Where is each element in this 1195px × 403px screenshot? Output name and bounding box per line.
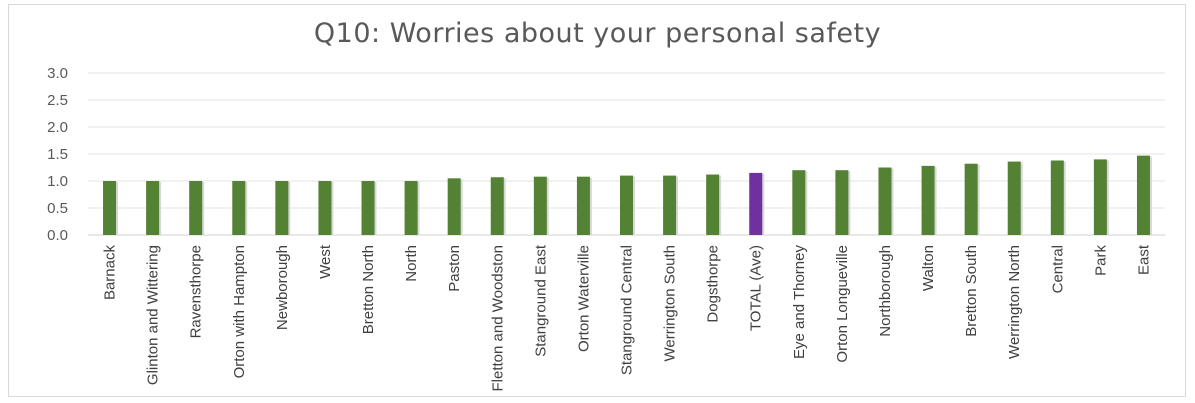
y-tick-label: 2.5 bbox=[47, 92, 68, 109]
y-tick-label: 1.0 bbox=[47, 173, 68, 190]
bars bbox=[103, 155, 1152, 235]
bar bbox=[103, 181, 117, 235]
x-category-label: Park bbox=[1092, 245, 1109, 276]
bar bbox=[878, 167, 892, 235]
x-category-label: Bretton North bbox=[360, 245, 377, 334]
bar bbox=[318, 181, 332, 235]
bar bbox=[361, 181, 375, 235]
x-category-label: Orton with Hampton bbox=[231, 245, 248, 378]
x-category-label: Central bbox=[1049, 245, 1066, 293]
y-axis-ticks: 0.0 0.5 1.0 1.5 2.0 2.5 3.0 bbox=[47, 65, 68, 244]
x-category-label: Glinton and Wittering bbox=[145, 245, 162, 385]
x-category-label: Stanground Central bbox=[619, 245, 636, 375]
bar bbox=[1136, 155, 1150, 235]
x-category-label: West bbox=[317, 244, 334, 279]
x-category-label: Orton Waterville bbox=[575, 245, 592, 352]
x-category-label: Eye and Thorney bbox=[791, 245, 808, 359]
bar bbox=[1007, 161, 1021, 235]
x-category-label: Barnack bbox=[102, 245, 119, 301]
x-category-label: Newborough bbox=[274, 245, 291, 330]
x-category-label: Stanground East bbox=[532, 244, 549, 357]
bar bbox=[620, 175, 633, 235]
x-category-label: Bretton South bbox=[963, 245, 980, 337]
x-axis-labels: Barnack Glinton and Wittering Ravensthorpe… bbox=[102, 244, 1153, 391]
bar bbox=[706, 174, 720, 235]
x-category-label: Walton bbox=[920, 245, 937, 291]
bar bbox=[1093, 159, 1107, 235]
bar bbox=[921, 165, 935, 235]
x-category-label: East bbox=[1135, 244, 1152, 275]
bar bbox=[404, 181, 418, 235]
bar bbox=[447, 178, 461, 235]
bar bbox=[146, 181, 160, 235]
y-tick-label: 3.0 bbox=[47, 65, 68, 82]
bar bbox=[964, 163, 978, 235]
bar bbox=[490, 177, 504, 235]
y-tick-label: 0.0 bbox=[47, 227, 68, 244]
chart-frame bbox=[8, 4, 1186, 397]
x-category-label: Orton Longueville bbox=[834, 245, 851, 363]
bar-total-average bbox=[749, 172, 763, 235]
x-category-label: TOTAL (Ave) bbox=[748, 245, 765, 331]
x-category-label: Ravensthorpe bbox=[188, 245, 205, 338]
bar bbox=[576, 176, 590, 235]
y-tick-label: 2.0 bbox=[47, 119, 68, 136]
bar bbox=[232, 181, 246, 235]
bar bbox=[189, 181, 203, 235]
y-tick-label: 0.5 bbox=[47, 200, 68, 217]
chart-title: Q10: Worries about your personal safety bbox=[313, 18, 882, 49]
x-category-label: Dogsthorpe bbox=[705, 245, 722, 323]
bar bbox=[792, 170, 806, 235]
x-category-label: Fletton and Woodston bbox=[489, 245, 506, 391]
bar bbox=[533, 176, 547, 235]
x-category-label: Werrington North bbox=[1006, 245, 1023, 359]
bar bbox=[1050, 160, 1064, 235]
x-category-label: North bbox=[403, 245, 420, 282]
x-category-label: Werrington South bbox=[662, 245, 679, 361]
y-tick-label: 1.5 bbox=[47, 146, 68, 163]
x-category-label: Northborough bbox=[877, 245, 894, 337]
bar bbox=[835, 170, 849, 235]
bar bbox=[275, 181, 289, 235]
x-category-label: Paston bbox=[446, 245, 463, 292]
bar bbox=[663, 175, 677, 235]
